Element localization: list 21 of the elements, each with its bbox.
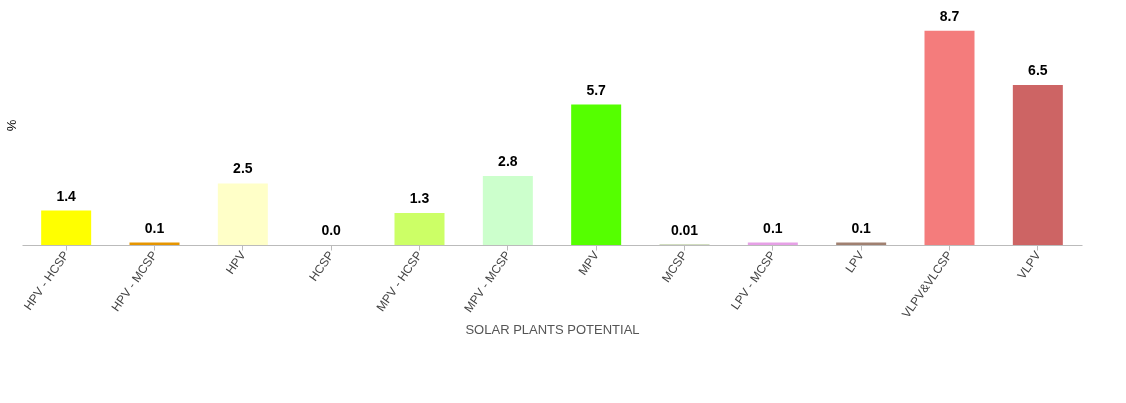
data-label: 0.0 xyxy=(321,222,342,238)
bar xyxy=(482,176,533,245)
bar xyxy=(1012,84,1063,245)
bar xyxy=(394,212,445,245)
data-label: 2.8 xyxy=(498,153,518,170)
data-label: 5.7 xyxy=(586,81,607,98)
data-label: 1.3 xyxy=(409,189,430,206)
bar xyxy=(924,30,975,245)
bar xyxy=(217,183,268,245)
x-axis-title: SOLAR PLANTS POTENTIAL xyxy=(465,321,640,337)
data-label: 8.7 xyxy=(939,7,960,24)
data-label: 0.01 xyxy=(670,221,699,238)
data-label: 0.1 xyxy=(851,219,872,236)
bar xyxy=(41,210,92,245)
data-label: 0.1 xyxy=(763,219,783,236)
data-label: 2.5 xyxy=(233,160,253,177)
y-axis-title: % xyxy=(3,119,19,132)
data-label: 0.1 xyxy=(144,219,165,236)
data-label: 6.5 xyxy=(1028,61,1048,78)
data-label: 1.4 xyxy=(56,187,77,204)
bar xyxy=(571,104,622,245)
